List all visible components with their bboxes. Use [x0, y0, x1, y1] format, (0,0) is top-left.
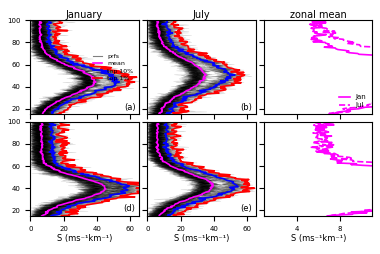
- Title: zonal mean: zonal mean: [290, 10, 347, 20]
- Text: (a): (a): [124, 103, 135, 112]
- Title: July: July: [193, 10, 210, 20]
- Legend: Jan, Jul: Jan, Jul: [337, 91, 369, 111]
- X-axis label: S (ms⁻¹km⁻¹): S (ms⁻¹km⁻¹): [291, 234, 346, 243]
- Text: (e): (e): [241, 204, 252, 213]
- X-axis label: S (ms⁻¹km⁻¹): S (ms⁻¹km⁻¹): [57, 234, 112, 243]
- Text: (b): (b): [241, 103, 252, 112]
- Legend: prfs, mean, top 10%, top 1%: prfs, mean, top 10%, top 1%: [90, 51, 136, 83]
- X-axis label: S (ms⁻¹km⁻¹): S (ms⁻¹km⁻¹): [174, 234, 229, 243]
- Title: January: January: [66, 10, 103, 20]
- Text: (d): (d): [124, 204, 135, 213]
